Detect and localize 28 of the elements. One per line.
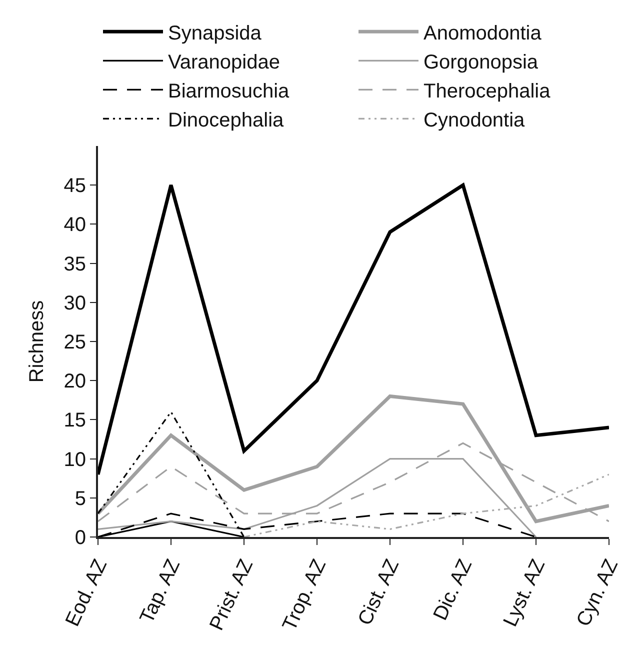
y-tick-label: 35 — [64, 253, 86, 276]
legend-label: Anomodontia — [424, 22, 542, 44]
x-tick-label: Cyn. AZ — [572, 556, 623, 630]
y-tick-label: 25 — [64, 332, 86, 354]
y-tick-label: 0 — [74, 527, 86, 549]
legend-label: Synapsida — [168, 22, 262, 44]
y-tick-label: 40 — [64, 214, 86, 236]
y-axis-title: Richness — [26, 300, 48, 383]
x-tick-label: Lyst. AZ — [499, 556, 550, 630]
x-tick-label: Eod. AZ — [62, 556, 112, 630]
legend-label: Varanopidae — [168, 51, 280, 74]
x-tick-label: Prist. AZ — [206, 556, 258, 634]
legend-label: Cynodontia — [424, 109, 526, 132]
y-tick-label: 15 — [64, 410, 86, 432]
x-tick-label: Tap. AZ — [136, 556, 185, 627]
x-tick-label: Trop. AZ — [278, 556, 331, 634]
x-tick-label: Dic. AZ — [429, 556, 477, 624]
y-tick-label: 10 — [64, 448, 86, 471]
x-tick-label: Cist. AZ — [354, 556, 404, 629]
y-tick-label: 20 — [64, 370, 86, 393]
legend-label: Dinocephalia — [168, 109, 285, 132]
line-series — [98, 183, 609, 476]
legend-label: Biarmosuchia — [168, 80, 290, 102]
y-tick-label: 30 — [64, 292, 86, 314]
y-tick-label: 45 — [64, 175, 86, 198]
y-tick-label: 5 — [74, 488, 86, 510]
legend-label: Gorgonopsia — [424, 51, 539, 74]
legend-label: Therocephalia — [424, 80, 552, 102]
